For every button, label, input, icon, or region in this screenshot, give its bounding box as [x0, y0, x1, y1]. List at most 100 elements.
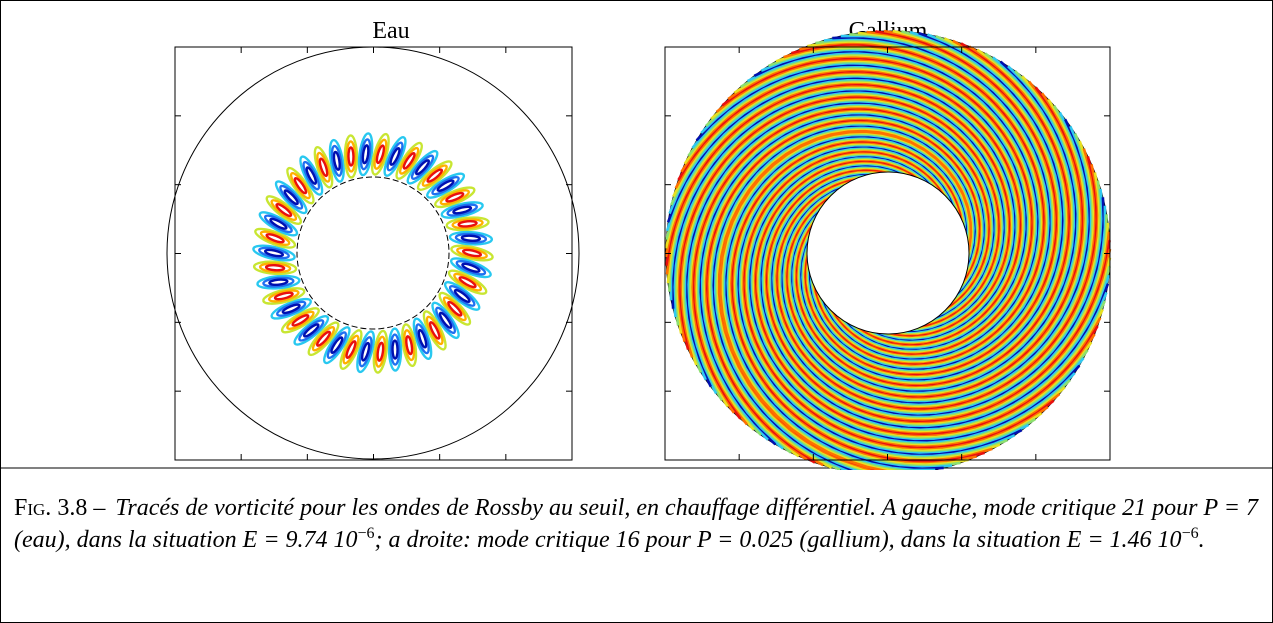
caption-text: .	[1198, 527, 1205, 553]
contour	[332, 150, 341, 171]
contour	[426, 172, 466, 199]
contour	[258, 211, 299, 237]
contour	[263, 248, 285, 258]
contour	[361, 144, 370, 165]
contour	[286, 166, 315, 205]
contour	[286, 310, 315, 331]
contour	[293, 315, 330, 346]
contour	[281, 303, 301, 315]
contour	[342, 334, 360, 365]
contour	[452, 205, 473, 215]
contour	[291, 314, 310, 327]
contour	[415, 323, 430, 355]
contour	[447, 269, 488, 295]
contour	[431, 175, 460, 196]
contour	[431, 301, 460, 340]
contour	[274, 180, 308, 215]
contour	[806, 171, 970, 335]
contour	[373, 138, 388, 170]
eau-plot	[166, 46, 580, 460]
panel-title: Eau	[372, 18, 409, 44]
contour	[417, 328, 428, 349]
contour	[461, 262, 481, 273]
contour	[289, 171, 311, 200]
contour	[435, 306, 457, 335]
contour	[445, 216, 490, 232]
contour	[258, 262, 292, 274]
contour	[343, 134, 359, 179]
contour	[298, 319, 325, 342]
contour	[421, 164, 448, 187]
contour	[389, 333, 401, 366]
contour	[262, 276, 295, 288]
contour	[401, 323, 418, 368]
contour	[460, 234, 482, 242]
contour	[279, 184, 304, 210]
exponent: −6	[1181, 525, 1199, 542]
contour	[311, 326, 336, 352]
contour	[434, 186, 476, 209]
contour	[345, 140, 357, 173]
contour	[410, 154, 435, 180]
contour	[414, 159, 431, 176]
contour	[258, 246, 290, 260]
contour	[264, 264, 286, 272]
contour	[448, 230, 494, 246]
contour	[330, 144, 343, 177]
exponent: −6	[357, 525, 375, 542]
contour	[360, 341, 371, 362]
contour	[330, 336, 344, 354]
contour	[318, 157, 329, 178]
contour	[302, 160, 321, 191]
contour	[265, 233, 285, 244]
contour	[370, 132, 390, 176]
contour	[358, 336, 373, 368]
contour	[416, 160, 453, 191]
contour	[443, 281, 481, 311]
contour	[445, 191, 465, 203]
contour	[323, 326, 351, 365]
contour	[458, 276, 477, 289]
contour	[395, 141, 423, 180]
contour	[256, 274, 301, 290]
contour	[307, 321, 340, 357]
contour	[263, 214, 293, 234]
contour	[270, 297, 312, 320]
contour	[262, 287, 306, 305]
contour	[275, 202, 293, 218]
contour	[328, 138, 345, 183]
contour	[402, 152, 416, 170]
contour	[372, 329, 389, 374]
contour	[391, 339, 399, 360]
contour	[457, 220, 478, 228]
contour	[305, 166, 318, 185]
contour	[426, 168, 444, 183]
contour	[276, 300, 307, 317]
contour	[453, 288, 471, 304]
contour	[357, 132, 374, 177]
contour	[440, 201, 484, 219]
contour	[359, 138, 372, 171]
contour	[299, 155, 324, 196]
contour	[439, 189, 470, 206]
contour	[268, 278, 289, 286]
contour	[375, 144, 386, 165]
contour	[252, 260, 298, 276]
contour	[302, 323, 320, 338]
contour	[405, 335, 414, 356]
contour	[438, 311, 453, 330]
figure: Eau Gallium	[0, 18, 1273, 470]
contour	[406, 149, 439, 185]
contour	[387, 327, 403, 372]
contour	[280, 307, 320, 334]
contour	[267, 289, 300, 303]
contour	[461, 248, 483, 258]
contour	[283, 189, 299, 206]
contour	[347, 146, 355, 167]
contour	[453, 272, 483, 292]
contour	[389, 147, 401, 166]
contour	[376, 341, 385, 362]
caption-text: Tracés de vorticité pour les ondes de Ro…	[14, 495, 1258, 553]
contour	[345, 340, 357, 359]
